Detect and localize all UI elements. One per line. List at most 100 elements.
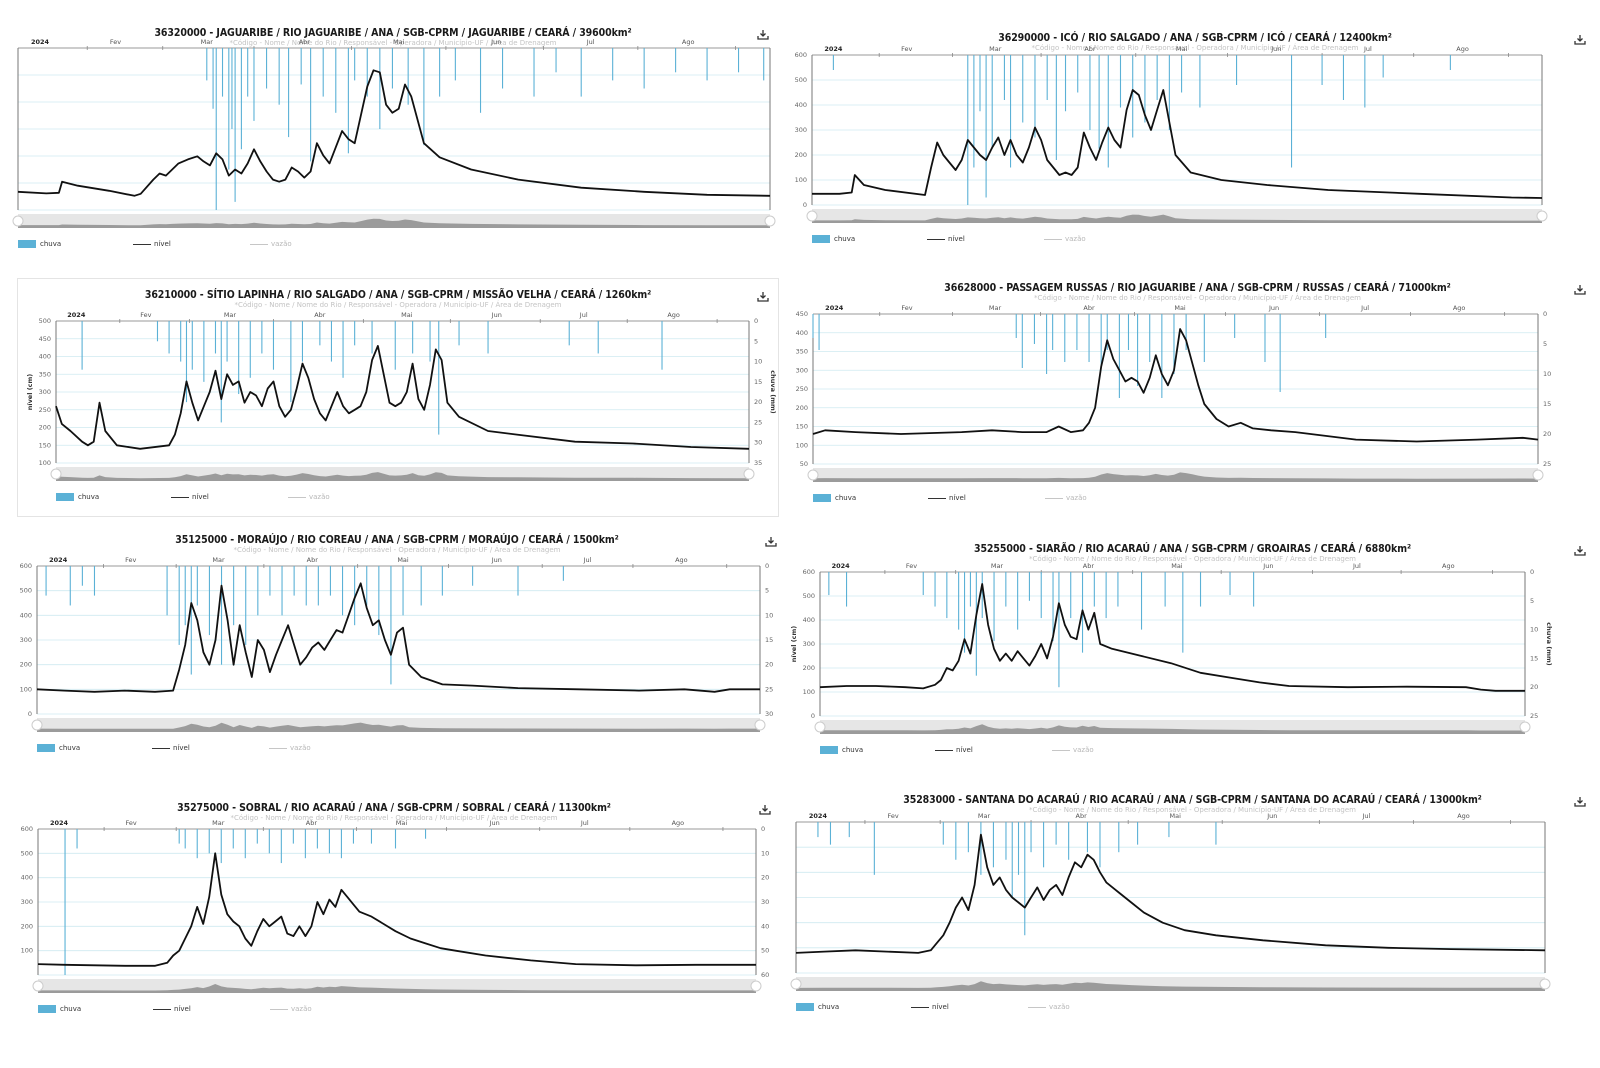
legend-item-flow[interactable]: vazão: [270, 1005, 312, 1013]
legend: chuva nível vazão: [796, 1003, 1096, 1015]
navigator-handle-left[interactable]: [807, 469, 819, 481]
x-tick-label: Abr: [307, 556, 319, 564]
legend-label: chuva: [59, 744, 81, 752]
legend-item-flow[interactable]: vazão: [250, 240, 292, 248]
flow-swatch: [250, 243, 268, 245]
y2-tick-label: 10: [1530, 626, 1538, 634]
y-tick-label: 200: [20, 661, 32, 669]
navigator-handle-left[interactable]: [32, 980, 44, 992]
navigator-handle-right[interactable]: [764, 215, 776, 227]
chart-title: 36320000 - JAGUARIBE / RIO JAGUARIBE / A…: [154, 27, 632, 39]
x-tick-label: 2024: [825, 304, 844, 312]
navigator-handle-right[interactable]: [743, 468, 755, 480]
legend-item-flow[interactable]: vazão: [1044, 235, 1086, 243]
x-tick-label: Mar: [989, 304, 1002, 312]
chart-title: 35125000 - MORAÚJO / RIO COREAU / ANA / …: [175, 534, 619, 546]
legend-item-level[interactable]: nível: [927, 235, 965, 243]
legend-item-rain[interactable]: chuva: [37, 744, 80, 752]
legend-item-flow[interactable]: vazão: [269, 744, 311, 752]
chart-panel: 36210000 - SÍTIO LAPINHA / RIO SALGADO /…: [17, 278, 779, 517]
legend-item-flow[interactable]: vazão: [1028, 1003, 1070, 1011]
legend-item-rain[interactable]: chuva: [820, 746, 863, 754]
y-tick-label: 250: [796, 385, 808, 393]
legend: chuva nível vazão: [56, 493, 356, 505]
level-swatch: [935, 749, 953, 751]
navigator-handle-right[interactable]: [754, 719, 766, 731]
legend-item-rain[interactable]: chuva: [18, 240, 61, 248]
navigator-handle-left[interactable]: [31, 719, 43, 731]
x-tick-label: 2024: [49, 556, 68, 564]
navigator-handle-left[interactable]: [790, 978, 802, 990]
y2-tick-label: 10: [765, 611, 773, 619]
download-icon[interactable]: [764, 536, 778, 548]
chart-title: 36210000 - SÍTIO LAPINHA / RIO SALGADO /…: [144, 289, 652, 301]
x-tick-label: Jul: [1361, 812, 1370, 820]
x-tick-label: 2024: [67, 311, 86, 319]
legend-item-flow[interactable]: vazão: [1052, 746, 1094, 754]
y2-tick-label: 15: [765, 636, 773, 644]
download-icon[interactable]: [1573, 545, 1587, 557]
legend-item-rain[interactable]: chuva: [812, 235, 855, 243]
navigator-series: [796, 981, 1545, 991]
navigator-series: [38, 984, 756, 993]
navigator-handle-right[interactable]: [750, 980, 762, 992]
legend-item-level[interactable]: nível: [911, 1003, 949, 1011]
legend-item-flow[interactable]: vazão: [1045, 494, 1087, 502]
download-icon[interactable]: [758, 804, 772, 816]
legend-label: nível: [949, 494, 966, 502]
navigator-handle-left[interactable]: [806, 210, 818, 222]
y-tick-label: 100: [39, 459, 51, 467]
y-tick-label: 50: [800, 460, 808, 468]
navigator-handle-right[interactable]: [1532, 469, 1544, 481]
level-line: [795, 833, 1546, 954]
chart-panel: 35275000 - SOBRAL / RIO ACARAÚ / ANA / S…: [8, 790, 780, 1030]
legend-item-rain[interactable]: chuva: [813, 494, 856, 502]
y-tick-label: 200: [795, 151, 807, 159]
navigator-handle-right[interactable]: [1539, 978, 1551, 990]
legend-item-level[interactable]: nível: [152, 744, 190, 752]
navigator-handle-left[interactable]: [814, 721, 826, 733]
y-tick-label: 300: [20, 636, 32, 644]
y2-tick-label: 10: [754, 358, 762, 366]
legend-item-level[interactable]: nível: [153, 1005, 191, 1013]
download-icon[interactable]: [1573, 34, 1587, 46]
x-tick-label: Jul: [579, 311, 588, 319]
download-icon[interactable]: [1573, 284, 1587, 296]
legend-item-level[interactable]: nível: [935, 746, 973, 754]
x-tick-label: Ago: [1456, 45, 1469, 53]
download-icon[interactable]: [756, 29, 770, 41]
navigator-series: [812, 214, 1542, 223]
legend-item-flow[interactable]: vazão: [288, 493, 330, 501]
navigator-handle-left[interactable]: [50, 468, 62, 480]
x-tick-label: Abr: [1083, 304, 1095, 312]
flow-swatch: [1044, 238, 1062, 240]
y2-tick-label: 25: [1530, 712, 1538, 720]
navigator-handle-right[interactable]: [1519, 721, 1531, 733]
legend-item-rain[interactable]: chuva: [56, 493, 99, 501]
level-line: [17, 69, 771, 197]
legend-item-level[interactable]: nível: [133, 240, 171, 248]
legend-item-level[interactable]: nível: [928, 494, 966, 502]
chart-svg: 2024 Fev Mar Abr Mai Jun Jul Ago: [790, 812, 1551, 991]
legend-item-rain[interactable]: chuva: [38, 1005, 81, 1013]
y2-tick-label: 60: [761, 971, 769, 979]
y-tick-label: 100: [796, 441, 808, 449]
download-icon[interactable]: [1573, 796, 1587, 808]
legend-label: chuva: [834, 235, 856, 243]
x-tick-label: Mai: [401, 311, 413, 319]
navigator-handle-right[interactable]: [1536, 210, 1548, 222]
x-tick-label: Jun: [1270, 45, 1281, 53]
x-tick-label: Jul: [1352, 562, 1361, 570]
legend-item-rain[interactable]: chuva: [796, 1003, 839, 1011]
chart-title: 36290000 - ICÓ / RIO SALGADO / ANA / SGB…: [998, 32, 1392, 44]
download-icon[interactable]: [756, 291, 770, 303]
x-tick-label: Fev: [888, 812, 899, 820]
flow-swatch: [1052, 749, 1070, 751]
level-line: [36, 582, 760, 693]
y-tick-label: 350: [39, 370, 51, 378]
x-tick-label: Mai: [397, 556, 409, 564]
navigator-handle-left[interactable]: [12, 215, 24, 227]
legend-item-level[interactable]: nível: [171, 493, 209, 501]
x-tick-label: Fev: [126, 819, 137, 827]
legend: chuva nível vazão: [38, 1005, 338, 1017]
